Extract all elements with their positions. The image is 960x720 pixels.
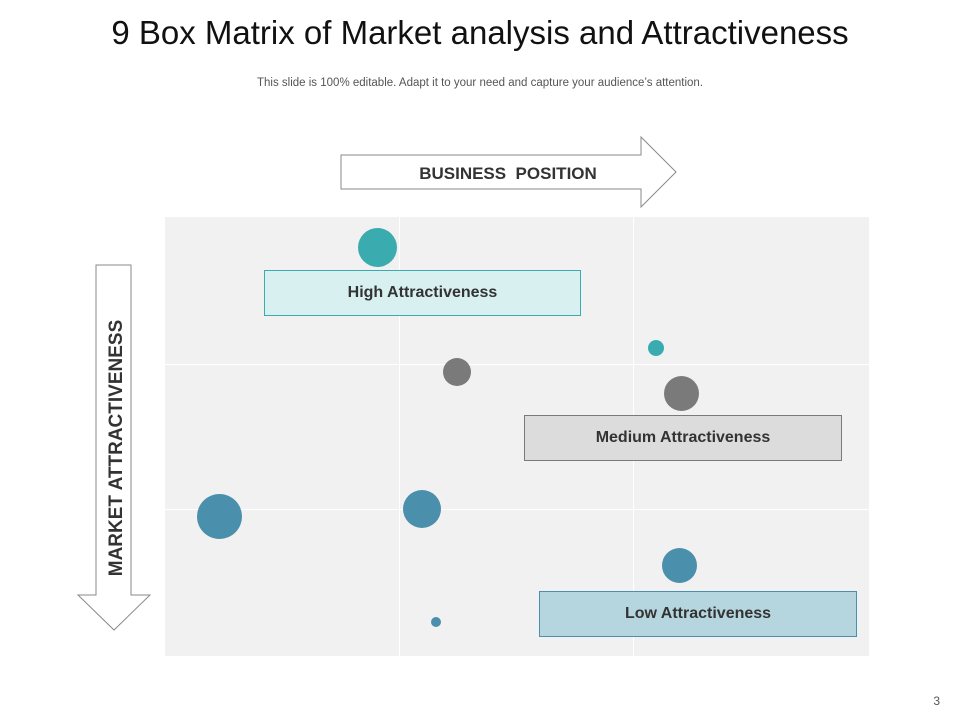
bubble-teal-top	[358, 228, 397, 267]
page-title: 9 Box Matrix of Market analysis and Attr…	[111, 14, 849, 51]
bubble-gray-large	[664, 376, 699, 411]
bubble-blue-large	[197, 494, 242, 539]
low-attractiveness-box: Low Attractiveness	[539, 591, 857, 637]
business-position-arrow	[340, 135, 677, 209]
bubble-blue-right	[662, 548, 697, 583]
market-attractiveness-arrow	[76, 264, 152, 631]
bubble-gray-small	[443, 358, 471, 386]
high-attractiveness-box: High Attractiveness	[264, 270, 581, 316]
page-number: 3	[933, 694, 940, 708]
page-subtitle: This slide is 100% editable. Adapt it to…	[256, 77, 704, 89]
medium-attractiveness-box: Medium Attractiveness	[524, 415, 842, 461]
bubble-blue-mid	[403, 490, 441, 528]
grid-divider-vertical-1	[399, 217, 400, 656]
grid-divider-horizontal-1	[165, 364, 869, 365]
market-attractiveness-label: MARKET ATTRACTIVENESS	[106, 320, 127, 577]
bubble-blue-tiny	[431, 617, 441, 627]
bubble-teal-small	[648, 340, 664, 356]
business-position-label: BUSINESS POSITION	[419, 164, 597, 183]
grid-divider-horizontal-2	[165, 509, 869, 510]
